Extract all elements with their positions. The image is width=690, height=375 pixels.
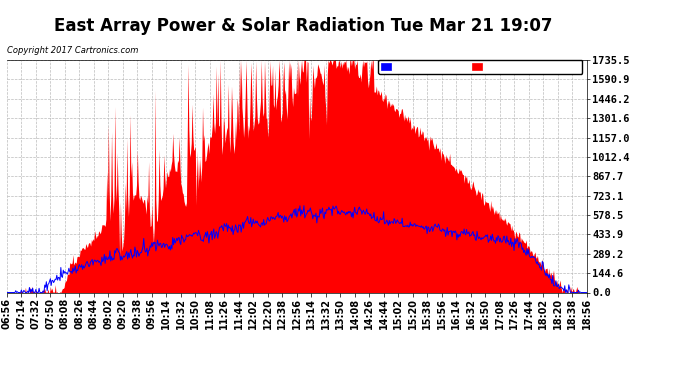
Legend: Radiation (w/m2), East Array (DC Watts): Radiation (w/m2), East Array (DC Watts) xyxy=(378,60,582,74)
Text: East Array Power & Solar Radiation Tue Mar 21 19:07: East Array Power & Solar Radiation Tue M… xyxy=(55,17,553,35)
Text: Copyright 2017 Cartronics.com: Copyright 2017 Cartronics.com xyxy=(8,46,139,56)
